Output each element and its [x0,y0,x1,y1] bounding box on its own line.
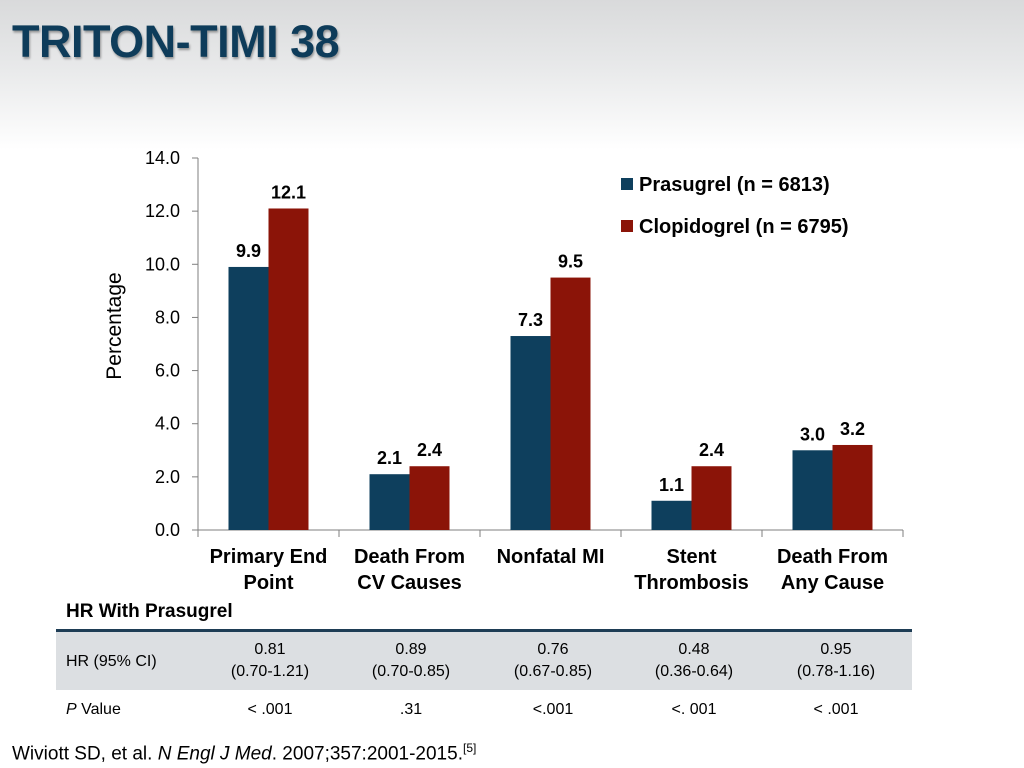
bar-clopidogrel [409,466,450,530]
hr-ci: (0.70-1.21) [230,663,310,680]
p-value-row: P Value < .001 .31 <.001 <. 001 < .001 [56,692,912,728]
citation-authors: Wiviott SD, et al. [12,743,158,765]
hr-cell-1: 0.89 (0.70-0.85) [341,639,481,683]
citation-ref: [5] [462,741,477,755]
bar-prasugrel [369,474,410,530]
hr-value: 0.95 [820,641,852,658]
p-value-cell: < .001 [247,701,293,718]
page-title: TRITON-TIMI 38 [12,16,340,67]
y-tick-label: 2.0 [155,467,180,487]
x-category-label: Nonfatal MI [497,546,605,568]
data-label: 3.0 [800,424,825,444]
hr-value: 0.81 [254,641,286,658]
bar-clopidogrel [268,208,309,530]
hr-table-rule [56,629,912,632]
y-tick-label: 14.0 [145,148,180,168]
data-label: 2.4 [699,440,724,460]
hr-cell-2: 0.76 (0.67-0.85) [483,639,623,683]
p-value-cell: .31 [399,701,423,718]
legend-label: Prasugrel (n = 6813) [639,174,830,196]
hr-cell-0: 0.81 (0.70-1.21) [200,639,340,683]
legend-label: Clopidogrel (n = 6795) [639,216,848,238]
bar-prasugrel [228,266,269,530]
x-category-label: Death From [777,546,888,568]
data-label: 7.3 [518,310,543,330]
hr-value: 0.89 [395,641,427,658]
hr-cell-4: 0.95 (0.78-1.16) [766,639,906,683]
hr-table-heading: HR With Prasugrel [66,601,233,622]
x-category-label: Stent [667,546,717,568]
p-italic: P [66,701,77,718]
hr-value: 0.48 [678,641,710,658]
hr-row: HR (95% CI) 0.81 (0.70-1.21) 0.89 (0.70-… [56,632,912,690]
y-tick-label: 8.0 [155,307,180,327]
citation-details: . 2007;357:2001-2015. [271,743,463,765]
y-tick-label: 6.0 [155,361,180,381]
p-value-cell: < .001 [813,701,859,718]
x-category-label: Primary End [210,546,328,568]
x-category-label: Thrombosis [634,572,748,594]
y-tick-label: 4.0 [155,414,180,434]
y-tick-label: 10.0 [145,254,180,274]
hr-ci: (0.36-0.64) [654,663,734,680]
bar-clopidogrel [550,277,591,530]
data-label: 3.2 [840,419,865,439]
hr-ci: (0.78-1.16) [796,663,876,680]
bar-prasugrel [792,450,833,530]
x-category-label: CV Causes [357,572,462,594]
citation-journal: N Engl J Med [157,743,272,765]
bar-chart: 0.0 2.0 4.0 6.0 8.0 10.0 12.0 14.0 Percentage 9.9… [103,148,904,594]
p-value-cell: <.001 [532,701,574,718]
bar-prasugrel [510,336,551,530]
bar-clopidogrel [832,444,873,530]
citation: Wiviott SD, et al. N Engl J Med. 2007;35… [12,741,476,765]
p-value-cell: <. 001 [671,701,717,718]
x-category-label: Any Cause [781,572,884,594]
data-label: 9.5 [558,252,583,272]
p-value-label: P Value [66,701,121,719]
hr-ci: (0.70-0.85) [371,663,451,680]
data-label: 9.9 [236,241,261,261]
p-rest: Value [76,701,121,718]
data-label: 1.1 [659,475,684,495]
header-band [0,0,1024,150]
bar-prasugrel [651,500,692,530]
data-label: 2.4 [417,440,442,460]
data-label: 12.1 [271,182,306,202]
hr-row-label: HR (95% CI) [66,653,157,670]
y-tick-label: 12.0 [145,201,180,221]
y-tick-label: 0.0 [155,520,180,540]
y-axis-label: Percentage [103,272,126,379]
hr-cell-3: 0.48 (0.36-0.64) [624,639,764,683]
x-category-label: Point [244,572,294,594]
hr-value: 0.76 [537,641,569,658]
bar-clopidogrel [691,466,732,530]
legend-swatch [621,220,633,232]
legend-swatch [621,178,633,190]
hr-ci: (0.67-0.85) [513,663,593,680]
x-category-label: Death From [354,546,465,568]
data-label: 2.1 [377,448,402,468]
